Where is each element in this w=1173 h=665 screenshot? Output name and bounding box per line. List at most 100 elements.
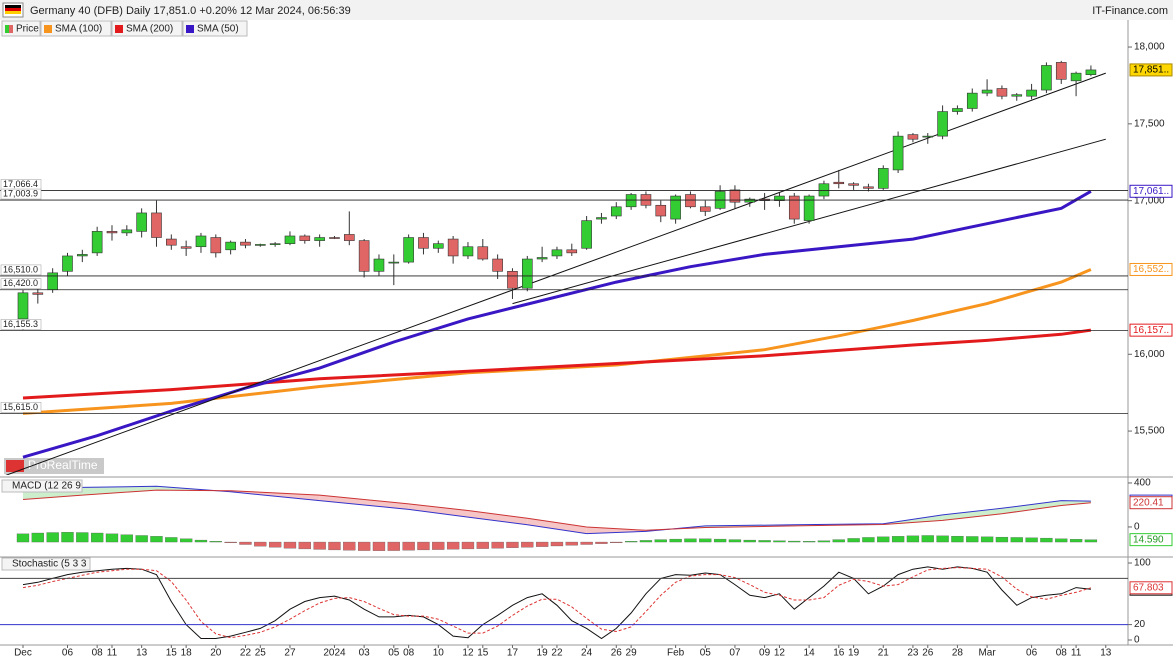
candle-body (803, 195, 815, 221)
histogram-bar (1040, 537, 1053, 543)
trendline (5, 72, 1106, 475)
candle-body (91, 231, 103, 254)
x-tick-label: 15 (477, 648, 489, 659)
histogram-bar (224, 541, 237, 544)
y-tick-label: 0 (1134, 635, 1140, 646)
stochastic-line (22, 566, 1091, 640)
histogram-bar (76, 532, 89, 543)
candle-body (166, 238, 177, 246)
x-tick-label: 14 (804, 648, 816, 659)
histogram-bar (610, 541, 623, 544)
panel-title-bg (1, 479, 83, 493)
candle-body (892, 135, 904, 171)
candle-body (1041, 65, 1052, 91)
candle-body (625, 194, 637, 208)
histogram-bar (713, 538, 727, 543)
value-box-label: 67.803 (1133, 582, 1164, 593)
x-tick-label: 08 (403, 648, 415, 659)
candle-body (106, 231, 118, 234)
sma-line (22, 268, 1092, 415)
histogram-bar (1010, 537, 1023, 543)
x-tick-label: 09 (759, 648, 771, 659)
macd-fill (319, 495, 409, 510)
watermark: ProRealTime (28, 458, 98, 472)
histogram-bar (995, 536, 1009, 543)
histogram-bar (357, 541, 371, 551)
candle-body (1011, 94, 1023, 97)
x-tick-label: 26 (611, 648, 623, 659)
x-tick-label: Dec (14, 648, 32, 659)
candle-body (729, 189, 741, 203)
level-label-bg (0, 319, 42, 330)
legend-label: SMA (100) (55, 24, 102, 35)
histogram-bar (1084, 539, 1098, 543)
candle-body (1085, 69, 1097, 75)
candle-body (685, 194, 696, 208)
histogram-bar (565, 541, 578, 546)
candle-body (47, 272, 58, 291)
watermark-icon (6, 460, 24, 472)
histogram-bar (877, 536, 890, 543)
histogram-bar (550, 541, 564, 547)
histogram-bar (491, 541, 504, 549)
candle-body (981, 89, 993, 94)
histogram-bar (476, 541, 489, 549)
x-tick-label: 19 (537, 648, 549, 659)
histogram-bar (313, 541, 326, 550)
legend-swatch (119, 25, 123, 33)
histogram-bar (268, 541, 282, 548)
macd-line (22, 485, 1091, 535)
histogram-bar (624, 541, 638, 543)
candle-body (670, 195, 681, 220)
candle-body (774, 195, 785, 201)
panel-title-bg (1, 557, 91, 571)
x-tick-label: 23 (907, 648, 919, 659)
candle-body (655, 204, 667, 217)
logo-flag (5, 8, 21, 11)
histogram-bar (150, 536, 163, 543)
header-title: Germany 40 (DFB) Daily 17,851.0 +0.20% 1… (30, 5, 351, 17)
histogram-bar (165, 537, 178, 543)
candle-body (314, 237, 325, 241)
value-box (1129, 496, 1173, 510)
histogram-bar (891, 536, 905, 543)
y-tick-label: 17,500 (1134, 118, 1165, 129)
x-tick-label: 25 (255, 648, 267, 659)
histogram-bar (906, 535, 920, 543)
x-tick-label: 08 (92, 648, 104, 659)
candle-body (492, 258, 503, 272)
candle-body (966, 92, 978, 109)
candle-body (907, 134, 919, 140)
value-box-label: 16,552.. (1133, 264, 1169, 275)
candle-body (62, 255, 73, 272)
legend-swatch (190, 25, 194, 33)
histogram-bar (1025, 537, 1038, 543)
x-tick-label: 28 (952, 648, 964, 659)
legend-swatch (48, 25, 52, 33)
level-label: 17,066.4 (3, 179, 38, 189)
histogram-bar (46, 532, 59, 543)
value-box (1129, 533, 1173, 547)
histogram-bar (194, 539, 208, 543)
y-tick-label: 17,000 (1134, 195, 1165, 206)
histogram-bar (179, 538, 193, 543)
macd-line (22, 489, 1091, 531)
histogram-bar (135, 535, 148, 543)
candle-body (848, 183, 859, 186)
x-tick-label: 17 (507, 648, 519, 659)
y-tick-label: 100 (1134, 558, 1151, 569)
candle-body (121, 229, 133, 234)
x-tick-label: 07 (729, 648, 741, 659)
histogram-bar (951, 535, 964, 543)
value-box (1129, 262, 1173, 276)
candle-body (699, 206, 711, 212)
histogram-bar (535, 541, 549, 547)
panel (5, 60, 1106, 475)
histogram-bar (506, 541, 519, 548)
candle-body (610, 206, 622, 217)
histogram-bar (1069, 539, 1083, 543)
legend-swatch (186, 25, 190, 33)
candle-body (744, 198, 756, 203)
x-tick-label: 12 (774, 648, 786, 659)
